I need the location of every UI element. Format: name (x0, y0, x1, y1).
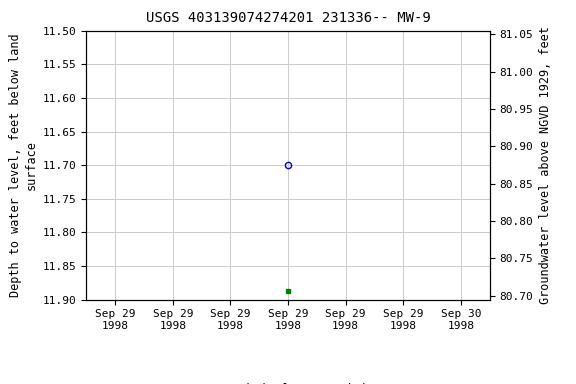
Y-axis label: Depth to water level, feet below land
surface: Depth to water level, feet below land su… (9, 33, 37, 297)
Legend: Period of approved data: Period of approved data (185, 379, 391, 384)
Title: USGS 403139074274201 231336-- MW-9: USGS 403139074274201 231336-- MW-9 (146, 12, 430, 25)
Y-axis label: Groundwater level above NGVD 1929, feet: Groundwater level above NGVD 1929, feet (539, 26, 552, 304)
